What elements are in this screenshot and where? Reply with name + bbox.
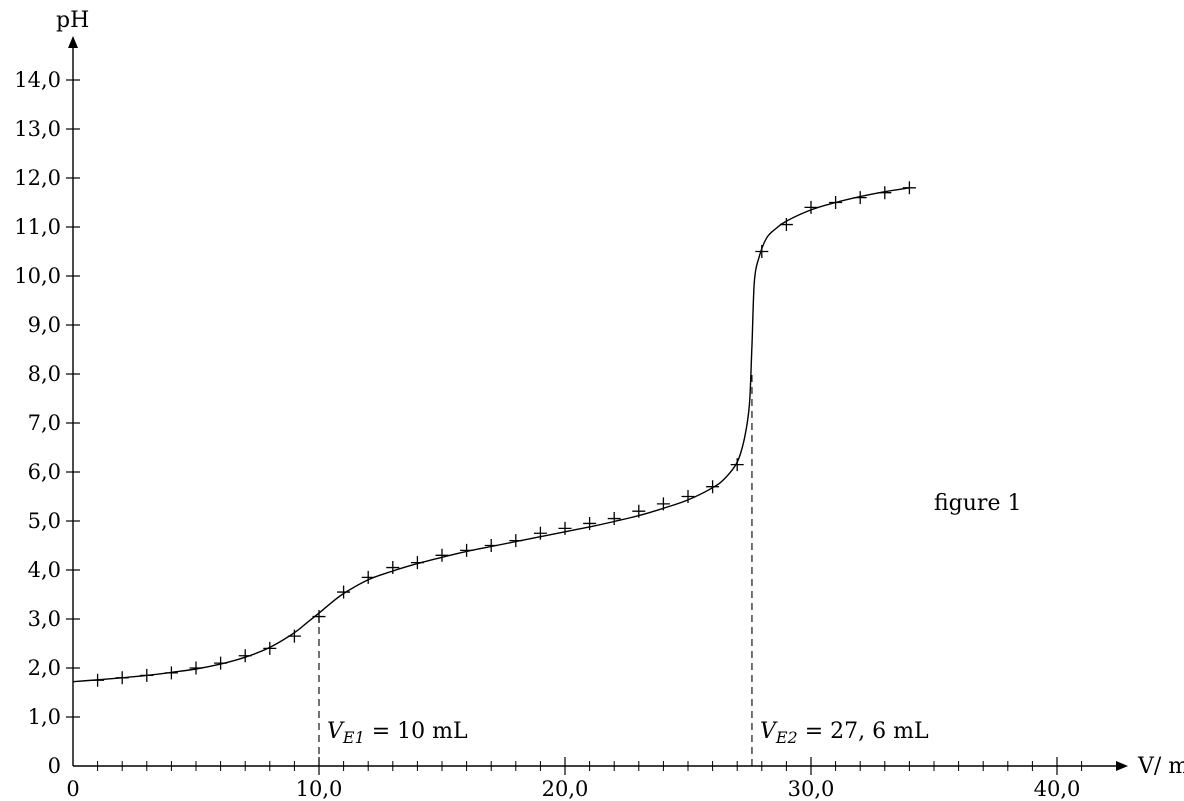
data-point	[878, 186, 892, 200]
data-point	[533, 526, 547, 540]
data-point	[656, 497, 670, 511]
data-point	[386, 561, 400, 575]
y-tick-label: 8,0	[28, 362, 61, 386]
x-tick-label: 10,0	[296, 777, 343, 801]
data-point	[853, 191, 867, 205]
y-tick-label: 12,0	[14, 166, 61, 190]
y-axis-arrow-icon	[68, 36, 78, 48]
y-tick-label: 3,0	[28, 607, 61, 631]
y-tick-label: 1,0	[28, 705, 61, 729]
data-point	[902, 181, 916, 195]
x-tick-label: 20,0	[542, 777, 589, 801]
data-point	[214, 656, 228, 670]
data-point	[189, 661, 203, 675]
fitted-curve	[72, 187, 910, 683]
data-point	[632, 504, 646, 518]
data-point	[263, 641, 277, 655]
y-tick-label: 9,0	[28, 313, 61, 337]
y-tick-label: 6,0	[28, 460, 61, 484]
data-point	[706, 480, 720, 494]
data-point	[583, 516, 597, 530]
points-layer	[91, 181, 916, 687]
y-tick-label: 2,0	[28, 656, 61, 680]
data-point	[730, 458, 744, 472]
y-tick-label: 13,0	[14, 117, 61, 141]
data-point	[312, 610, 326, 624]
data-point	[509, 534, 523, 548]
annotation-layer: VE1 = 10 mL VE2 = 27, 6 mL	[327, 719, 929, 747]
data-point	[484, 539, 498, 552]
y-tick-label: 5,0	[28, 509, 61, 533]
data-point	[238, 649, 252, 663]
data-point	[755, 245, 769, 258]
data-point	[607, 512, 621, 526]
y-tick-label: 11,0	[14, 215, 61, 239]
data-point	[804, 200, 818, 214]
data-point	[287, 629, 301, 643]
data-point	[681, 490, 695, 503]
x-tick-label: 30,0	[788, 777, 835, 801]
data-point	[435, 548, 449, 562]
ticks-layer: 0 10,0 20,0 30,0 40,0 0 1,0 2,0 3,0 4,0 5,0 6,0 7,0 8…	[14, 68, 1083, 801]
y-tick-label: 4,0	[28, 558, 61, 582]
y-tick-label: 10,0	[14, 264, 61, 288]
curve-layer	[72, 187, 910, 683]
x-axis-title: V/ mL	[1137, 754, 1184, 779]
data-point	[829, 196, 843, 209]
data-point	[779, 218, 793, 232]
y-tick-label: 14,0	[14, 68, 61, 92]
data-point	[410, 556, 424, 570]
equivalence-label: VE1 = 10 mL	[327, 719, 468, 747]
data-point	[460, 543, 474, 557]
data-point	[164, 666, 178, 680]
data-point	[558, 521, 572, 535]
y-tick-label: 0	[48, 754, 61, 778]
x-axis-arrow-icon	[1116, 761, 1128, 771]
y-axis-title: pH	[56, 8, 89, 33]
data-point	[91, 673, 105, 687]
data-point	[115, 671, 129, 685]
x-tick-label: 40,0	[1034, 777, 1081, 801]
figure-label: figure 1	[934, 491, 1021, 516]
guides-layer	[318, 374, 753, 766]
x-tick-label: 0	[66, 777, 79, 801]
data-point	[361, 570, 375, 584]
data-point	[140, 668, 154, 682]
equivalence-label: VE2 = 27, 6 mL	[760, 719, 929, 747]
data-point	[337, 585, 351, 599]
axes-layer: pH V/ mL	[56, 8, 1184, 779]
y-tick-label: 7,0	[28, 411, 61, 435]
